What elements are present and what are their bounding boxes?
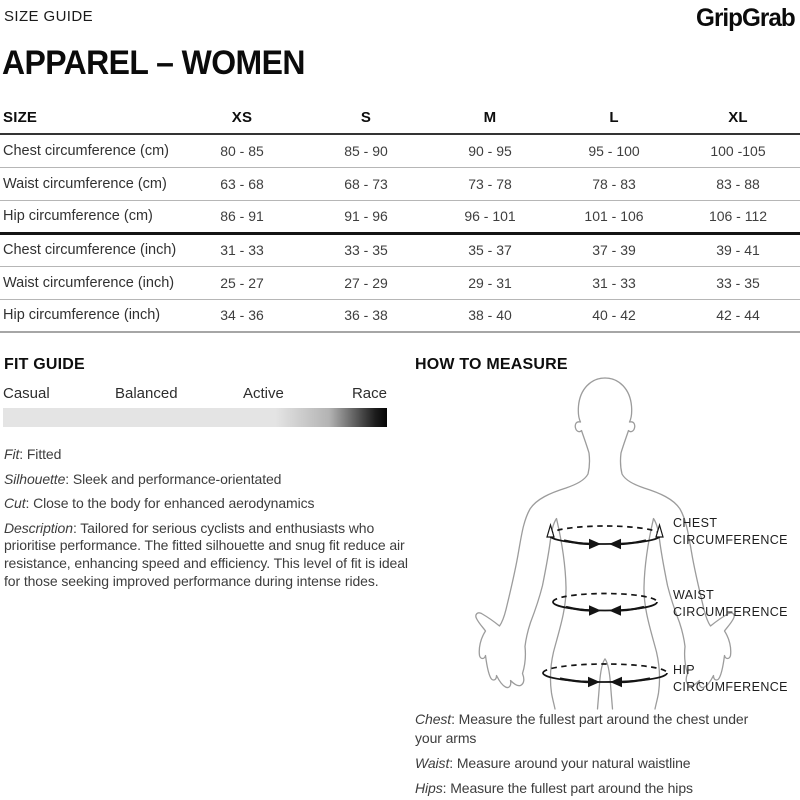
cell-value: 96 - 101 xyxy=(428,200,552,235)
chest-measure-line xyxy=(546,522,664,550)
cell-value: 39 - 41 xyxy=(676,233,800,267)
scale-label-balanced: Balanced xyxy=(115,385,178,402)
hip-measure-line xyxy=(542,663,668,688)
row-label: Hip circumference (inch) xyxy=(0,299,180,333)
cell-value: 27 - 29 xyxy=(304,266,428,300)
fit-detail-cut: Cut: Close to the body for enhanced aero… xyxy=(4,495,315,512)
tip-text: Measure around your natural waistline xyxy=(456,755,691,771)
cell-value: 106 - 112 xyxy=(676,200,800,235)
row-label: Chest circumference (cm) xyxy=(0,134,180,168)
measure-tips: Chest: Measure the fullest part around t… xyxy=(415,710,763,800)
cell-value: 29 - 31 xyxy=(428,266,552,300)
cell-value: 95 - 100 xyxy=(552,134,676,168)
detail-label: Fit xyxy=(4,446,20,462)
tip-hips: Hips: Measure the fullest part around th… xyxy=(415,780,693,796)
page-title: APPAREL – WOMEN xyxy=(2,44,305,82)
cell-value: 38 - 40 xyxy=(428,299,552,333)
row-label: Chest circumference (inch) xyxy=(0,233,180,267)
table-row-chest-inch: Chest circumference (inch) 31 - 33 33 - … xyxy=(0,233,800,267)
row-label: Waist circumference (inch) xyxy=(0,266,180,300)
table-row-waist-cm: Waist circumference (cm) 63 - 68 68 - 73… xyxy=(0,167,800,201)
body-silhouette-diagram xyxy=(475,377,735,710)
scale-label-active: Active xyxy=(243,385,284,402)
tip-label: Hips xyxy=(415,780,443,796)
tip-waist: Waist: Measure around your natural waist… xyxy=(415,755,691,771)
cell-value: 33 - 35 xyxy=(304,233,428,267)
cell-value: 85 - 90 xyxy=(304,134,428,168)
cell-value: 40 - 42 xyxy=(552,299,676,333)
detail-label: Description xyxy=(4,519,73,536)
hip-circumference-label: HIP CIRCUMFERENCE xyxy=(673,663,788,694)
row-label: Hip circumference (cm) xyxy=(0,200,180,235)
cell-value: 37 - 39 xyxy=(552,233,676,267)
waist-measure-line xyxy=(552,592,658,616)
cell-value: 33 - 35 xyxy=(676,266,800,300)
table-row-chest-cm: Chest circumference (cm) 80 - 85 85 - 90… xyxy=(0,134,800,168)
cell-value: 36 - 38 xyxy=(304,299,428,333)
cell-value: 34 - 36 xyxy=(180,299,304,333)
col-header-xs: XS xyxy=(180,106,304,135)
detail-text: Sleek and performance-orientated xyxy=(72,470,282,487)
cell-value: 83 - 88 xyxy=(676,167,800,201)
fit-detail-fit: Fit: Fitted xyxy=(4,446,62,462)
detail-text: Tailored for serious cyclists and enthus… xyxy=(4,519,408,589)
scale-label-race: Race xyxy=(351,385,387,402)
cell-value: 86 - 91 xyxy=(180,200,304,235)
cell-value: 100 -105 xyxy=(676,134,800,168)
cell-value: 90 - 95 xyxy=(428,134,552,168)
cell-value: 80 - 85 xyxy=(180,134,304,168)
col-header-m: M xyxy=(428,106,552,135)
body-measurement-figure: CHEST CIRCUMFERENCE WAIST CIRCUMFERENCE … xyxy=(440,368,800,710)
col-header-size: SIZE xyxy=(0,106,180,135)
fit-guide-heading: FIT GUIDE xyxy=(4,356,85,373)
detail-text: Fitted xyxy=(26,446,62,462)
cell-value: 78 - 83 xyxy=(552,167,676,201)
tip-text: Measure the fullest part around the ches… xyxy=(415,711,749,746)
tip-label: Chest xyxy=(415,711,452,727)
fit-details: Fit: Fitted Silhouette: Sleek and perfor… xyxy=(4,446,412,597)
fit-scale-labels: Casual Balanced Active Race xyxy=(2,385,387,403)
cell-value: 25 - 27 xyxy=(180,266,304,300)
size-table: SIZE XS S M L XL Chest circumference (cm… xyxy=(0,106,800,333)
table-row-hip-cm: Hip circumference (cm) 86 - 91 91 - 96 9… xyxy=(0,200,800,235)
col-header-l: L xyxy=(552,106,676,135)
cell-value: 63 - 68 xyxy=(180,167,304,201)
cell-value: 101 - 106 xyxy=(552,200,676,235)
size-table-header-row: SIZE XS S M L XL xyxy=(0,106,800,135)
waist-circumference-label: WAIST CIRCUMFERENCE xyxy=(673,588,788,619)
table-row-hip-inch: Hip circumference (inch) 34 - 36 36 - 38… xyxy=(0,299,800,333)
cell-value: 91 - 96 xyxy=(304,200,428,235)
fit-scale-gradient-bar xyxy=(3,408,387,427)
fit-detail-silhouette: Silhouette: Sleek and performance-orient… xyxy=(4,470,282,487)
detail-label: Silhouette xyxy=(4,470,66,487)
chest-circumference-label: CHEST CIRCUMFERENCE xyxy=(673,516,788,547)
col-header-s: S xyxy=(304,106,428,135)
cell-value: 31 - 33 xyxy=(180,233,304,267)
detail-label: Cut xyxy=(4,495,26,512)
table-row-waist-inch: Waist circumference (inch) 25 - 27 27 - … xyxy=(0,266,800,300)
cell-value: 35 - 37 xyxy=(428,233,552,267)
tip-chest: Chest: Measure the fullest part around t… xyxy=(415,711,749,746)
cell-value: 42 - 44 xyxy=(676,299,800,333)
cell-value: 31 - 33 xyxy=(552,266,676,300)
tip-label: Waist xyxy=(415,755,450,771)
scale-label-casual: Casual xyxy=(3,385,50,402)
how-to-measure-heading: HOW TO MEASURE xyxy=(415,356,568,373)
brand-logo: GripGrab xyxy=(696,4,796,32)
cell-value: 73 - 78 xyxy=(428,167,552,201)
fit-detail-description: Description: Tailored for serious cyclis… xyxy=(4,519,408,589)
tip-text: Measure the fullest part around the hips xyxy=(450,780,693,796)
col-header-xl: XL xyxy=(676,106,800,135)
row-label: Waist circumference (cm) xyxy=(0,167,180,201)
page-eyebrow: SIZE GUIDE xyxy=(4,8,94,25)
detail-text: Close to the body for enhanced aerodynam… xyxy=(33,495,315,512)
cell-value: 68 - 73 xyxy=(304,167,428,201)
